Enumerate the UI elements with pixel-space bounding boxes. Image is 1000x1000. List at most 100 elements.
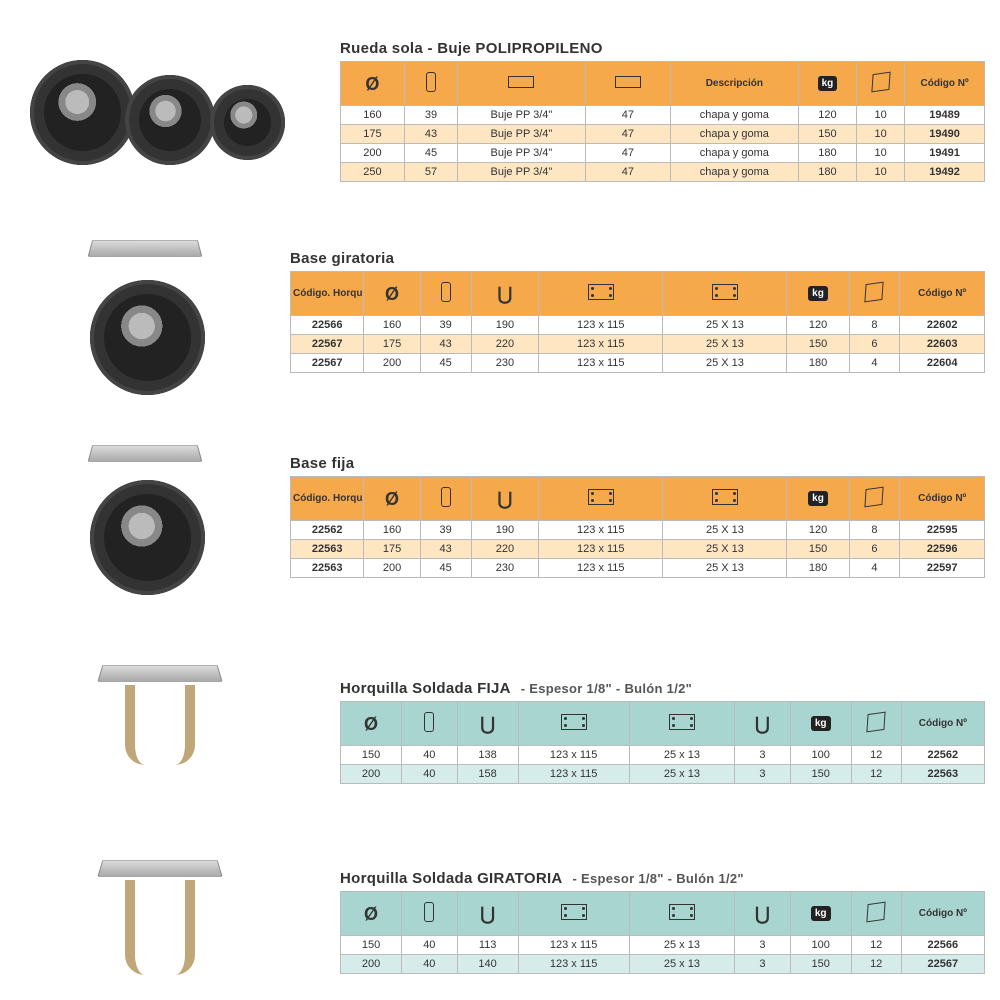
table-cell: 22562 <box>291 521 364 540</box>
cell-text: Buje PP 3/4" <box>491 109 553 121</box>
diameter-icon: Ø <box>365 75 379 93</box>
cell-text: 220 <box>496 338 514 350</box>
cell-text: 123 x 115 <box>577 338 625 350</box>
cell-text: 100 <box>812 749 830 761</box>
table-cell: 19490 <box>905 125 985 144</box>
column-header: Ø <box>341 702 402 746</box>
cell-text: 150 <box>812 768 830 780</box>
column-header: kg <box>787 477 849 521</box>
table-cell: 123 x 115 <box>539 559 663 578</box>
product-image-swivel-fork <box>75 855 245 1000</box>
cell-text: 175 <box>363 128 381 140</box>
cell-text: 120 <box>809 524 827 536</box>
cell-text: 47 <box>622 109 634 121</box>
cell-text: 12 <box>870 749 882 761</box>
column-header <box>851 892 901 936</box>
cell-text: 160 <box>383 319 401 331</box>
cell-text: 22567 <box>312 338 343 350</box>
table-cell: 200 <box>364 354 420 373</box>
cell-text: 230 <box>496 357 514 369</box>
table-cell: 230 <box>471 354 539 373</box>
cell-text: 123 x 115 <box>577 319 625 331</box>
cell-text: 230 <box>496 562 514 574</box>
cell-text: 180 <box>809 562 827 574</box>
cell-text: 200 <box>362 958 380 970</box>
cell-text: 123 x 115 <box>577 562 625 574</box>
cell-text: 200 <box>383 562 401 574</box>
spec-table: Código. HorquillasØ⋃kgCódigo Nº225621603… <box>290 476 985 578</box>
cell-text: 45 <box>440 562 452 574</box>
cell-text: 3 <box>759 939 765 951</box>
cell-text: 22603 <box>927 338 958 350</box>
spec-table: Ø⋃⋃kgCódigo Nº15040113123 x 11525 x 1331… <box>340 891 985 974</box>
column-header <box>629 702 734 746</box>
cell-text: 25 X 13 <box>706 524 744 536</box>
table-cell: 100 <box>790 936 851 955</box>
table-cell: 47 <box>585 163 670 182</box>
cell-text: 25 x 13 <box>664 939 700 951</box>
cell-text: 190 <box>496 524 514 536</box>
column-header: ⋃ <box>735 702 791 746</box>
table-cell: 140 <box>457 955 518 974</box>
table-cell: 123 x 115 <box>539 335 663 354</box>
table-cell: 40 <box>402 955 458 974</box>
section-base-fija: Base fijaCódigo. HorquillasØ⋃kgCódigo Nº… <box>290 455 985 578</box>
column-header <box>420 477 471 521</box>
column-header <box>402 892 458 936</box>
table-cell: chapa y goma <box>670 144 798 163</box>
table-cell: 22567 <box>901 955 984 974</box>
fork-icon: ⋃ <box>480 905 495 923</box>
cell-text: 39 <box>440 524 452 536</box>
column-header: ⋃ <box>471 272 539 316</box>
cell-text: 22562 <box>312 524 343 536</box>
cell-text: 3 <box>759 958 765 970</box>
table-cell: 25 x 13 <box>629 746 734 765</box>
table-cell: chapa y goma <box>670 125 798 144</box>
table-cell: 180 <box>798 144 857 163</box>
plate-icon <box>712 489 738 505</box>
table-cell: 220 <box>471 335 539 354</box>
cell-text: 6 <box>871 338 877 350</box>
cell-text: 22566 <box>312 319 343 331</box>
column-header: ⋃ <box>457 702 518 746</box>
table-cell: 200 <box>341 955 402 974</box>
cell-text: 180 <box>818 147 836 159</box>
table-cell: 180 <box>798 163 857 182</box>
table-cell: 123 x 115 <box>539 354 663 373</box>
cell-text: 140 <box>478 958 496 970</box>
cell-text: 43 <box>440 338 452 350</box>
table-cell: 22597 <box>900 559 985 578</box>
box-icon <box>867 902 886 923</box>
cell-text: 123 x 115 <box>577 357 625 369</box>
table-cell: 40 <box>402 746 458 765</box>
cell-text: 47 <box>622 166 634 178</box>
cell-text: Buje PP 3/4" <box>491 147 553 159</box>
diameter-icon: Ø <box>364 715 378 733</box>
cell-text: 100 <box>812 939 830 951</box>
table-row: 20045Buje PP 3/4"47chapa y goma180101949… <box>341 144 985 163</box>
cell-text: 123 x 115 <box>550 768 598 780</box>
column-header: Código Nº <box>900 272 985 316</box>
column-header <box>851 702 901 746</box>
cell-text: 180 <box>818 166 836 178</box>
cell-text: 12 <box>870 768 882 780</box>
cell-text: 40 <box>423 939 435 951</box>
table-cell: 123 x 115 <box>539 521 663 540</box>
column-header: Ø <box>364 272 420 316</box>
column-header-label: Código Nº <box>921 78 969 89</box>
table-cell: 123 x 115 <box>539 316 663 335</box>
cell-text: 10 <box>875 147 887 159</box>
table-cell: 150 <box>790 765 851 784</box>
cell-text: 39 <box>440 319 452 331</box>
column-header <box>663 272 787 316</box>
table-cell: 10 <box>857 125 905 144</box>
section-title: Rueda sola - Buje POLIPROPILENO <box>340 40 985 57</box>
cell-text: chapa y goma <box>700 166 769 178</box>
product-image-wheels <box>30 30 290 180</box>
table-cell: 150 <box>787 335 849 354</box>
column-header <box>585 62 670 106</box>
table-cell: 120 <box>787 316 849 335</box>
column-header-label: Código. Horquillas <box>293 493 364 504</box>
section-title: Horquilla Soldada FIJA - Espesor 1/8" - … <box>340 680 985 697</box>
diameter-icon: Ø <box>385 490 399 508</box>
